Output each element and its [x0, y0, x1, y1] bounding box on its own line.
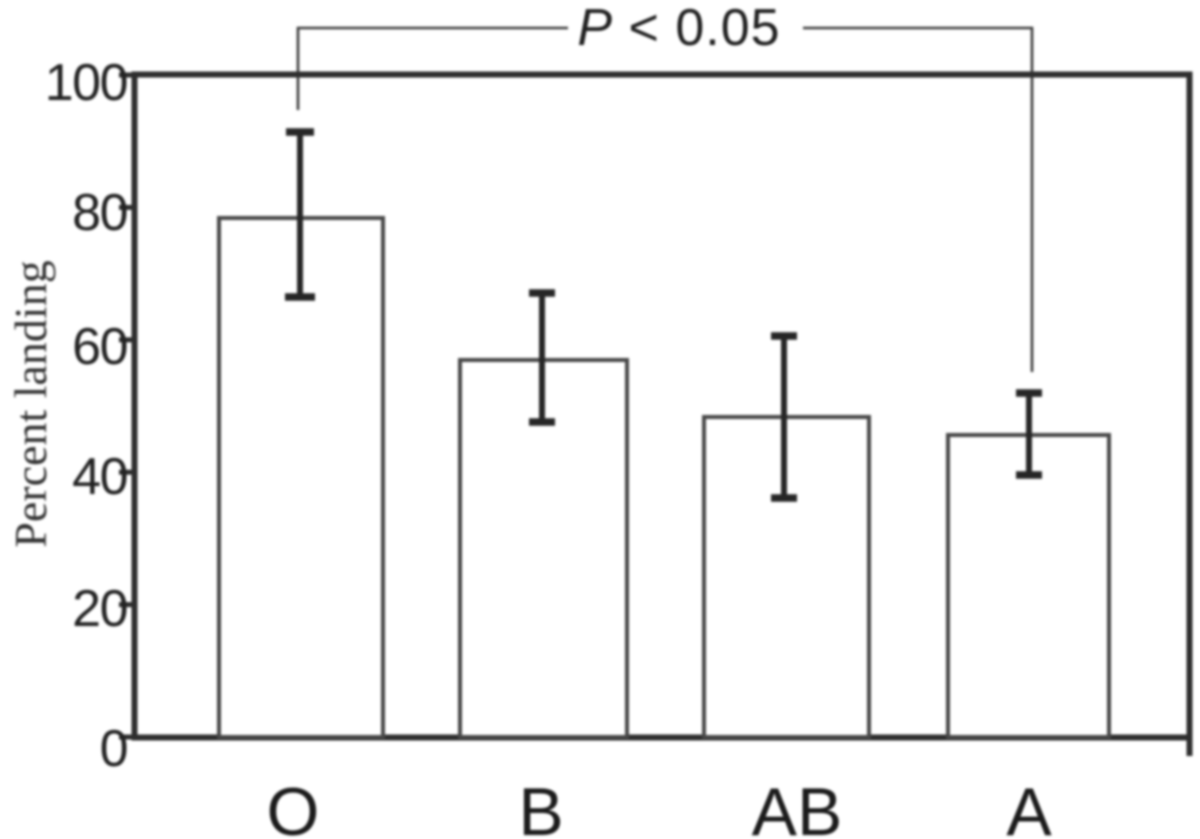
svg-text:AB: AB — [752, 774, 843, 839]
svg-text:0: 0 — [100, 720, 127, 778]
svg-text:P < 0.05: P < 0.05 — [577, 0, 780, 57]
svg-text:20: 20 — [72, 580, 127, 638]
svg-text:O: O — [267, 774, 320, 839]
svg-text:60: 60 — [72, 318, 127, 376]
svg-text:B: B — [518, 774, 563, 839]
svg-text:100: 100 — [45, 54, 127, 112]
svg-text:80: 80 — [72, 184, 127, 242]
svg-text:A: A — [1006, 774, 1052, 839]
svg-text:40: 40 — [72, 448, 127, 506]
svg-text:Percent landing: Percent landing — [5, 260, 56, 547]
